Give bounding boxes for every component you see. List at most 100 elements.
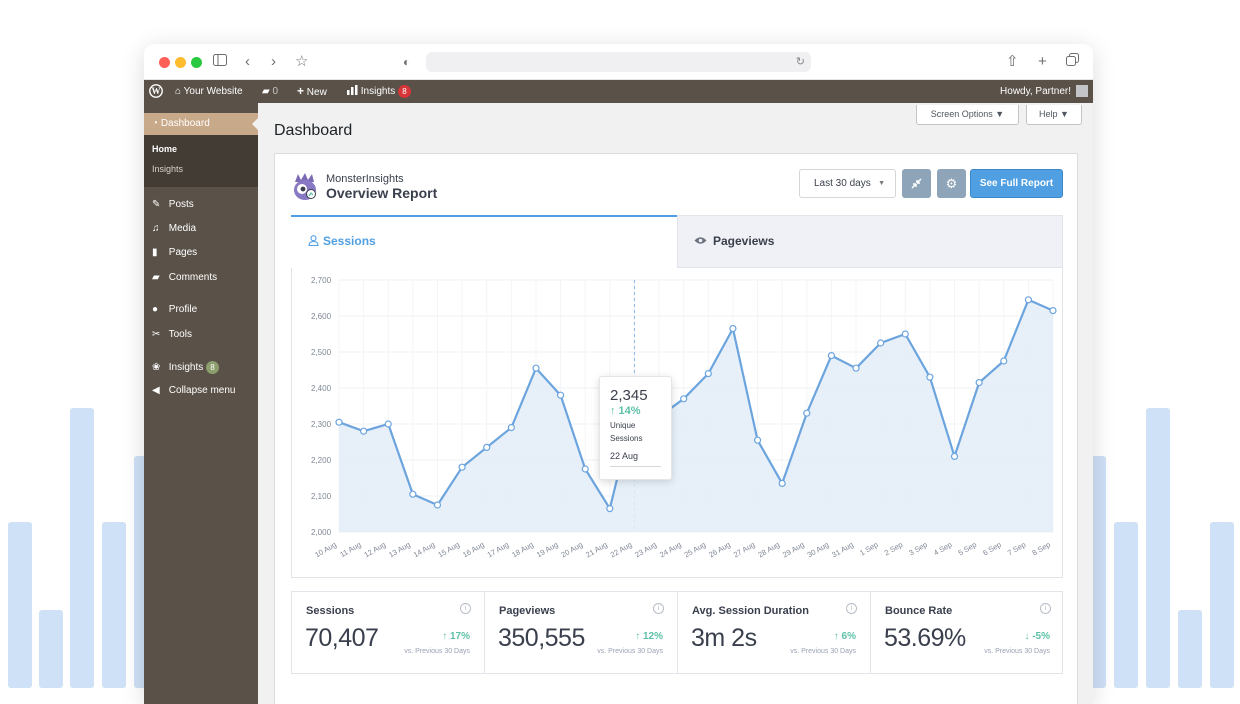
stat-value: 350,555: [498, 624, 585, 652]
zoom-window-button[interactable]: [191, 57, 202, 68]
background-bars: [8, 408, 1234, 688]
bar-chart-icon: [347, 85, 358, 95]
howdy-link[interactable]: Howdy, Partner!: [1000, 86, 1071, 97]
tooltip-label: Unique Sessions: [610, 421, 643, 443]
sidebar-item-profile[interactable]: ● Profile: [152, 304, 197, 315]
stat-change: ↓ -5%: [1024, 631, 1050, 642]
x-tick-label: 30 Aug: [806, 540, 831, 559]
home-icon: ⌂: [175, 86, 182, 97]
data-point: [729, 324, 737, 333]
x-tick-label: 27 Aug: [732, 540, 757, 559]
sidebar-icon[interactable]: [213, 53, 227, 71]
sidebar-item-media[interactable]: ♫ Media: [152, 223, 196, 234]
data-point: [1024, 296, 1032, 304]
insights-badge: 8: [398, 84, 412, 98]
new-link[interactable]: + New: [297, 80, 327, 103]
sidebar-item-label: Collapse menu: [168, 385, 236, 396]
sidebar-item-label: Profile: [168, 304, 198, 315]
sessions-line: [338, 298, 1054, 510]
shield-icon: ◐: [403, 55, 411, 69]
close-window-button[interactable]: [159, 57, 170, 68]
wordpress-logo-icon[interactable]: W: [149, 80, 163, 103]
browser-titlebar: ‹ › ☆ ◐ ↻ ⇧ +: [144, 44, 1093, 80]
avatar[interactable]: [1076, 80, 1088, 103]
star-icon[interactable]: ☆: [295, 53, 309, 70]
date-range-select[interactable]: Last 30 days ▼: [799, 169, 896, 198]
sidebar-item-dashboard[interactable]: ◔ Dashboard: [144, 113, 258, 135]
forward-icon[interactable]: ›: [271, 53, 276, 70]
chart-tooltip: 2,345 ↑ 14% Unique Sessions 22 Aug: [599, 376, 672, 480]
sidebar-item-tools[interactable]: ✂ Tools: [152, 329, 192, 340]
data-point: [753, 436, 762, 444]
sidebar-item-posts[interactable]: ✎ Posts: [152, 199, 194, 210]
data-point: [1049, 306, 1057, 315]
insights-label: Insights: [360, 86, 396, 97]
user-icon: [308, 235, 319, 247]
minimize-window-button[interactable]: [175, 57, 186, 68]
sessions-chart: 2,000 2,100 2,200 2,300 2,400 2,500 2,600 2,700…: [291, 268, 1063, 578]
stat-sessions: Sessions i 70,407 ↑ 17% vs. Previous 30 …: [292, 592, 485, 673]
y-tick-label: 2,200: [311, 456, 332, 465]
tab-label: Pageviews: [713, 234, 775, 248]
tab-pageviews[interactable]: Pageviews: [677, 215, 1063, 268]
stat-label: Pageviews: [499, 605, 556, 617]
collapse-icon: ◀: [152, 385, 160, 396]
collapse-report-button[interactable]: [902, 169, 931, 198]
help-button[interactable]: Help ▼: [1026, 105, 1082, 125]
x-tick-label: 26 Aug: [707, 540, 732, 559]
site-name-label: Your Website: [183, 86, 243, 97]
x-tick-label: 13 Aug: [387, 540, 412, 559]
monsterinsights-logo-icon: [294, 173, 316, 200]
site-name-link[interactable]: ⌂ Your Website: [175, 80, 243, 103]
x-tick-label: 20 Aug: [559, 540, 584, 559]
submenu-home[interactable]: Home: [152, 144, 178, 154]
x-tick-label: 25 Aug: [683, 540, 708, 559]
info-icon[interactable]: i: [1040, 603, 1051, 614]
y-tick-label: 2,600: [311, 312, 332, 321]
data-point: [680, 395, 688, 403]
pages-icon: ▮: [152, 247, 158, 258]
reload-icon[interactable]: ↻: [795, 56, 805, 68]
data-point: [532, 364, 540, 372]
new-label: New: [306, 87, 327, 98]
info-icon[interactable]: i: [653, 603, 664, 614]
x-tick-label: 19 Aug: [535, 540, 560, 559]
insights-badge: 8: [206, 361, 220, 374]
x-tick-label: 17 Aug: [486, 540, 511, 559]
new-tab-icon[interactable]: +: [1038, 53, 1047, 70]
stat-pageviews: Pageviews i 350,555 ↑ 12% vs. Previous 3…: [485, 592, 678, 673]
y-tick-label: 2,400: [311, 384, 332, 393]
x-tick-label: 10 Aug: [313, 540, 338, 559]
stat-change: ↑ 6%: [833, 631, 856, 642]
chevron-down-icon: ▼: [878, 180, 885, 187]
wp-admin-bar: W ⌂ Your Website ▰ 0 + New Insights 8 Ho…: [144, 80, 1093, 103]
submenu-insights[interactable]: Insights: [152, 164, 184, 174]
sidebar-item-pages[interactable]: ▮ Pages: [152, 247, 197, 258]
stat-comparison: vs. Previous 30 Days: [404, 648, 470, 655]
sidebar-item-comments[interactable]: ▰ Comments: [152, 272, 217, 283]
stat-label: Avg. Session Duration: [692, 605, 809, 617]
url-bar[interactable]: ↻: [426, 52, 811, 72]
x-tick-label: 31 Aug: [830, 540, 855, 559]
sidebar-item-collapse[interactable]: ◀ Collapse menu: [152, 385, 236, 396]
share-icon[interactable]: ⇧: [1006, 53, 1019, 70]
info-icon[interactable]: i: [846, 603, 857, 614]
see-full-report-button[interactable]: See Full Report: [970, 169, 1063, 198]
insights-link[interactable]: Insights 8: [347, 80, 412, 103]
sessions-area: [339, 299, 1053, 532]
tabs-icon[interactable]: [1066, 53, 1079, 71]
sidebar-item-insights[interactable]: ❀ Insights 8: [152, 361, 220, 374]
x-tick-label: 21 Aug: [584, 540, 609, 559]
back-icon[interactable]: ‹: [245, 53, 250, 70]
info-icon[interactable]: i: [460, 603, 471, 614]
stat-change: ↑ 17%: [442, 631, 470, 642]
tab-sessions[interactable]: Sessions: [291, 215, 677, 268]
settings-button[interactable]: ⚙: [937, 169, 966, 198]
data-point: [827, 351, 836, 360]
comments-link[interactable]: ▰ 0: [262, 80, 278, 103]
sidebar-item-label: Dashboard: [160, 118, 210, 129]
x-tick-label: 29 Aug: [781, 540, 806, 559]
sidebar-item-label: Media: [168, 223, 197, 234]
screen-options-button[interactable]: Screen Options ▼: [916, 105, 1019, 125]
sidebar-item-label: Tools: [168, 329, 192, 340]
